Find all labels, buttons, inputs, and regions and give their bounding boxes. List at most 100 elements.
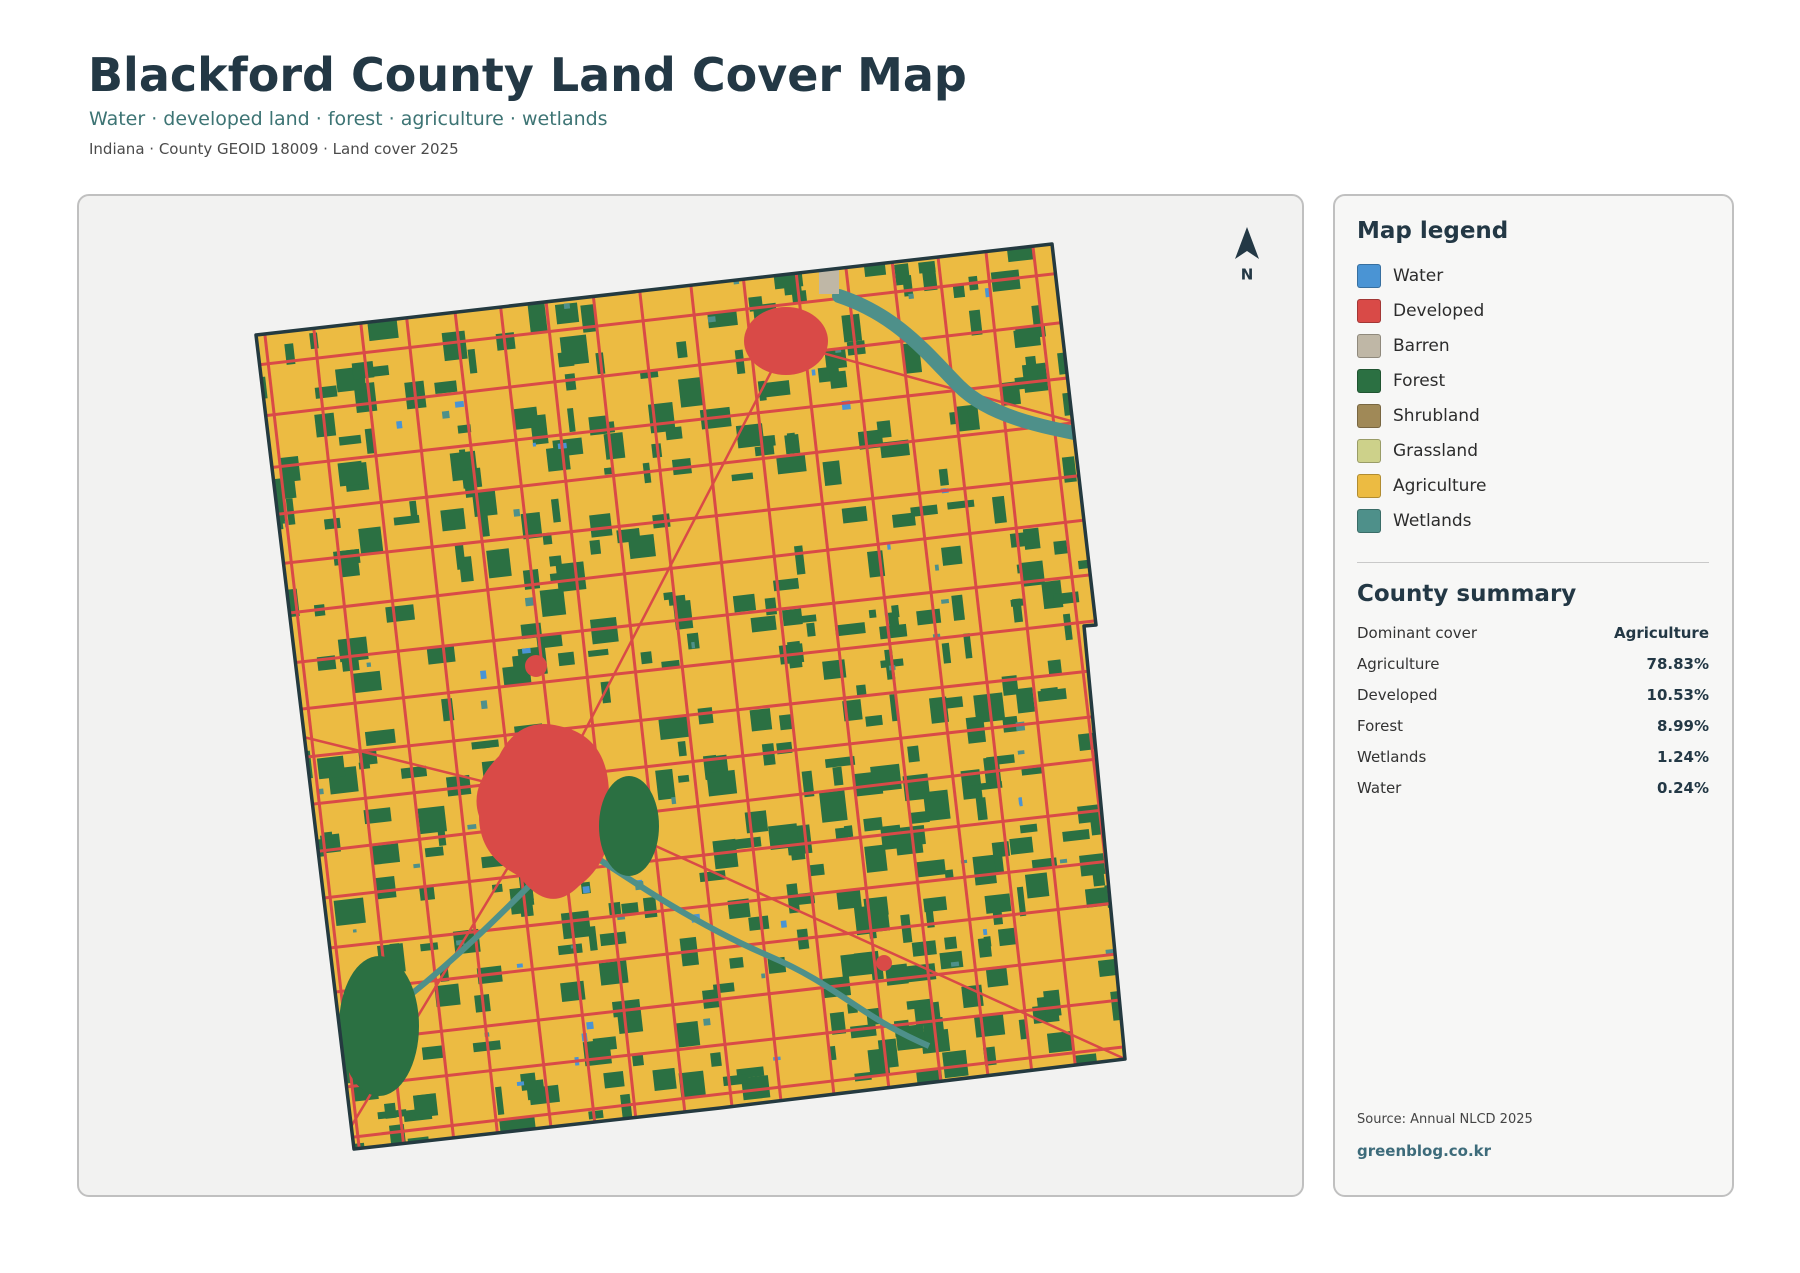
forest-patch [678, 1070, 706, 1098]
forest-patch [244, 1103, 254, 1111]
forest-patch [1130, 437, 1161, 467]
forest-patch [864, 844, 888, 873]
forest-patch [801, 770, 815, 798]
forest-patch [1114, 196, 1136, 222]
forest-patch [578, 262, 605, 291]
forest-patch [942, 1049, 969, 1079]
forest-patch [364, 728, 396, 747]
forest-patch [1043, 989, 1062, 1018]
forest-patch [230, 824, 248, 844]
summary-label: Water [1357, 779, 1402, 797]
forest-patch [564, 373, 577, 391]
forest-patch [256, 284, 264, 304]
river [577, 843, 931, 1049]
water-speck [428, 279, 438, 285]
forest-patch [961, 1166, 984, 1176]
forest-patch [768, 823, 800, 851]
forest-patch [421, 1045, 446, 1061]
summary-row: Dominant cover Agriculture [1357, 624, 1709, 642]
forest-patch [358, 526, 384, 556]
forest-patch [709, 211, 730, 230]
forest-patch [621, 902, 639, 915]
water-speck [582, 885, 590, 894]
forest-patch [1062, 390, 1093, 416]
forest-patch [261, 564, 271, 582]
forest-patch [620, 1093, 633, 1121]
forest-patch [868, 609, 877, 619]
forest-patch [289, 960, 315, 988]
forest-patch [655, 768, 676, 801]
forest-patch [907, 745, 920, 763]
forest-patch [759, 1158, 782, 1189]
forest-patch [804, 244, 821, 250]
forest-patch [1098, 729, 1118, 760]
forest-patch [458, 1146, 483, 1149]
forest-patch [1106, 789, 1125, 799]
forest-patch [303, 896, 318, 907]
forest-patch [965, 777, 980, 787]
forest-patch [559, 334, 590, 366]
water-speck [193, 414, 200, 419]
forest-patch [1114, 473, 1125, 501]
road [1118, 244, 1125, 1149]
forest-patch [412, 1093, 439, 1118]
forest-patch [363, 807, 392, 825]
forest-patch [732, 593, 757, 613]
forest-patch [183, 560, 196, 583]
forest-patch [567, 407, 576, 433]
water-speck [366, 662, 372, 668]
water-speck [574, 1189, 581, 1195]
forest-patch [334, 1183, 357, 1195]
forest-patch [652, 1067, 677, 1091]
forest-patch [485, 1163, 502, 1173]
forest-patch [778, 713, 795, 731]
summary-label: Dominant cover [1357, 624, 1478, 642]
forest-patch [1170, 825, 1199, 834]
forest-patch [417, 805, 448, 835]
forest-patch [351, 361, 375, 380]
forest-patch [204, 759, 234, 777]
water-speck [413, 863, 421, 869]
forest-patch [225, 273, 236, 290]
water-speck [182, 331, 190, 339]
summary-row: Forest 8.99% [1357, 717, 1709, 735]
forest-patch [1140, 1082, 1154, 1098]
forest-patch [256, 814, 270, 837]
forest-patch [1062, 613, 1073, 641]
forest-patch [1053, 220, 1080, 235]
forest-patch [202, 614, 227, 624]
barren-patch [819, 256, 839, 294]
forest-patch [1144, 233, 1165, 253]
forest-patch [1129, 857, 1150, 886]
map-panel: N [77, 194, 1304, 1197]
forest-patch [1082, 365, 1107, 395]
summary-label: Agriculture [1357, 655, 1440, 673]
forest-patch [434, 380, 458, 395]
forest-patch [231, 888, 250, 910]
forest-patch [686, 632, 700, 650]
road [256, 699, 1125, 820]
forest-patch [1184, 1054, 1200, 1074]
forest-patch [550, 498, 561, 523]
forest-patch [916, 608, 942, 626]
forest-patch [707, 309, 738, 329]
forest-patch [389, 294, 400, 306]
side-panel: Map legend County summary Source: Annual… [1333, 194, 1734, 1197]
legend-swatch [1357, 474, 1381, 498]
forest-patch [1132, 917, 1144, 930]
legend-item: Water [1357, 263, 1443, 289]
water-speck [289, 822, 295, 827]
forest-patch [832, 766, 844, 786]
forest-patch [1130, 1072, 1160, 1102]
forest-patch [879, 1144, 908, 1149]
forest-patch [678, 377, 704, 408]
forest-patch [1160, 544, 1185, 557]
forest-patch [1146, 876, 1161, 906]
forest-patch [511, 406, 539, 430]
forest-patch [733, 1123, 751, 1149]
forest-cluster [339, 956, 419, 1096]
forest-patch [289, 1161, 314, 1173]
water-speck [563, 302, 571, 310]
forest-patch [257, 1150, 275, 1169]
forest-patch [863, 817, 883, 832]
